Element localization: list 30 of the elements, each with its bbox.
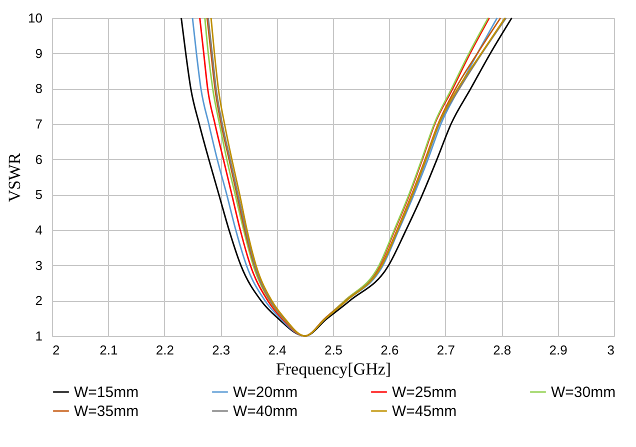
x-tick-label: 2.2 xyxy=(156,342,174,358)
x-tick-label: 2.5 xyxy=(324,342,343,358)
x-tick-label: 2 xyxy=(52,342,60,358)
x-tick-label: 2.1 xyxy=(100,342,118,358)
x-tick-label: 2.9 xyxy=(549,342,568,358)
legend-label: W=20mm xyxy=(233,384,298,401)
x-axis-title: Frequency[GHz] xyxy=(276,360,392,378)
x-tick-label: 2.4 xyxy=(268,342,286,358)
legend-label: W=45mm xyxy=(392,403,457,420)
y-tick-label: 9 xyxy=(35,46,42,61)
x-tick-label: 3 xyxy=(607,342,614,358)
legend-label: W=25mm xyxy=(392,384,457,401)
x-tick-label: 2.3 xyxy=(212,342,230,358)
y-tick-label: 1 xyxy=(35,328,42,344)
y-tick-label: 4 xyxy=(35,222,42,238)
x-tick-label: 2.8 xyxy=(493,342,512,358)
legend-label: W=15mm xyxy=(74,384,139,401)
y-tick-label: 3 xyxy=(35,258,42,273)
y-tick-label: 8 xyxy=(35,81,42,96)
y-tick-label: 7 xyxy=(35,116,42,132)
x-tick-label: 2.7 xyxy=(436,342,455,358)
x-tick-label: 2.6 xyxy=(380,342,399,358)
y-axis-title: VSWR xyxy=(5,152,24,202)
y-tick-label: 6 xyxy=(35,152,42,167)
y-tick-label: 2 xyxy=(35,293,42,308)
legend-label: W=40mm xyxy=(233,403,298,420)
legend-label: W=30mm xyxy=(551,384,616,401)
y-tick-label: 5 xyxy=(35,187,42,202)
y-tick-label: 10 xyxy=(28,10,42,26)
legend-label: W=35mm xyxy=(74,403,139,420)
